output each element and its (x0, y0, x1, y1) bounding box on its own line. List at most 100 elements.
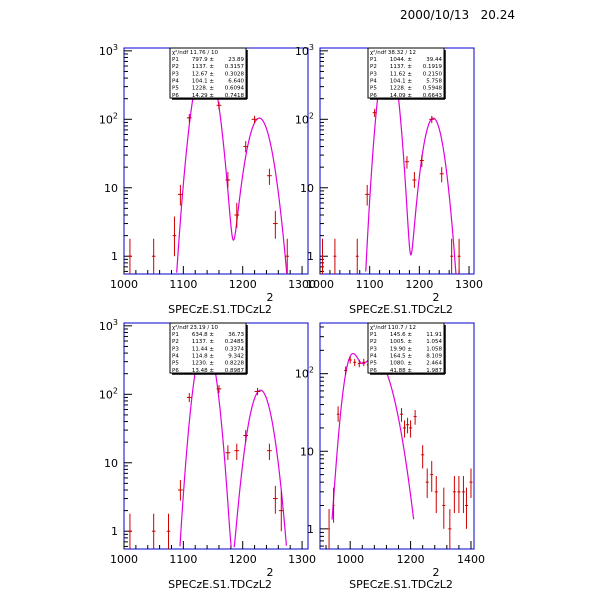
data-point (251, 115, 258, 124)
y-tick-label: 1 (111, 525, 118, 538)
stats-box-frame (367, 322, 445, 374)
data-point (430, 460, 434, 492)
data-point (355, 238, 359, 274)
stats-box-frame (367, 47, 445, 99)
data-point (404, 156, 409, 169)
y-tick-label: 1 (307, 250, 314, 263)
data-point (216, 101, 222, 110)
stat-error: 36.73 (228, 332, 244, 338)
fit-curve (331, 352, 415, 520)
stat-value: 1137. ± (192, 64, 214, 70)
data-point (372, 108, 377, 118)
stat-error: 0.5948 (423, 86, 443, 92)
date-label: 2000/10/13 20.24 (400, 8, 515, 22)
data-point (413, 410, 417, 425)
stat-error: 0.2485 (225, 339, 245, 345)
stats-box-frame (169, 322, 247, 374)
stat-error: 0.8228 (225, 361, 245, 367)
data-point (186, 113, 192, 123)
x-tick-label: 1300 (288, 553, 316, 566)
data-point (234, 443, 240, 460)
x-tick-label: 1300 (455, 278, 483, 291)
y-tick-label: 103 (295, 43, 314, 58)
stat-value: 1230. ± (192, 361, 214, 367)
stat-name: P5 (370, 361, 377, 367)
data-point (151, 238, 156, 274)
data-point (166, 513, 171, 549)
data-point (272, 210, 278, 239)
stat-error: 0.8987 (225, 368, 245, 374)
data-point (448, 509, 452, 549)
x-axis-suffix: 2 (433, 566, 440, 579)
stat-label: χ²/ndf 11.76 / 10 (172, 49, 218, 56)
stat-error: 0.1919 (423, 64, 443, 70)
data-point (348, 356, 352, 364)
data-point (406, 417, 410, 434)
stat-error: 6.640 (228, 79, 244, 85)
x-tick-label: 1000 (110, 553, 138, 566)
stat-error: 0.6094 (225, 86, 245, 92)
x-tick-label: 1000 (336, 553, 364, 566)
x-tick-label: 1000 (110, 278, 138, 291)
x-tick-label: 1000 (306, 278, 334, 291)
data-point (442, 487, 446, 529)
data-point (243, 141, 249, 153)
data-point (267, 168, 272, 185)
stat-value: 14.09 ± (390, 93, 412, 99)
y-tick-label: 10 (104, 457, 118, 470)
stat-value: 1137. ± (192, 339, 214, 345)
data-point (333, 238, 337, 274)
data-point (336, 406, 340, 422)
data-point (461, 475, 465, 514)
data-point (267, 443, 272, 460)
y-tick-label: 102 (295, 366, 314, 381)
data-point (332, 487, 335, 523)
y-tick-label: 1 (111, 250, 118, 263)
stat-name: P2 (172, 339, 179, 345)
data-point (328, 509, 330, 549)
data-point (457, 475, 461, 514)
data-point (128, 238, 132, 274)
data-point (320, 238, 324, 274)
plot-panel-1: 1 10 102 103 1000 1100 1200 1300 2SPECzE.S1.TDCz… (99, 43, 316, 316)
x-tick-label: 1200 (397, 553, 425, 566)
data-point (419, 155, 424, 168)
data-point (464, 487, 468, 529)
data-point (403, 420, 407, 438)
stat-error: 0.6643 (423, 93, 443, 99)
stat-value: 164.5 ± (390, 354, 412, 360)
x-axis-suffix: 2 (433, 291, 440, 304)
data-point (365, 184, 370, 206)
stat-name: P3 (172, 346, 179, 352)
y-tick-label: 102 (295, 111, 314, 126)
stat-name: P2 (370, 64, 377, 70)
stat-value: 104.1 ± (390, 79, 412, 85)
data-point (409, 420, 413, 438)
stat-value: 634.8 ± (192, 332, 214, 338)
stat-name: P6 (172, 93, 179, 99)
stat-value: 1228. ± (390, 86, 412, 92)
data-point (353, 358, 357, 367)
stats-box-frame (169, 47, 247, 99)
stat-error: 0.3028 (225, 71, 245, 77)
stat-value: 11.62 ± (390, 71, 412, 77)
data-point (225, 445, 231, 460)
stat-error: 39.44 (426, 57, 442, 63)
data-point (412, 171, 417, 188)
data-point (151, 513, 156, 549)
stat-value: 1044. ± (390, 57, 412, 63)
plot-panel-3: 1 10 102 103 1000 1100 1200 1300 2SPECzE.S1.TDCz… (99, 318, 316, 591)
stat-value: 13.48 ± (192, 368, 214, 374)
stat-value: 12.67 ± (192, 71, 214, 77)
x-tick-label: 1200 (229, 278, 257, 291)
stat-name: P3 (172, 71, 179, 77)
x-tick-label: 1100 (356, 278, 384, 291)
stat-error: 1.058 (426, 346, 442, 352)
x-axis-suffix: 2 (267, 291, 274, 304)
x-tick-label: 1400 (457, 553, 485, 566)
stat-value: 1228. ± (192, 86, 214, 92)
